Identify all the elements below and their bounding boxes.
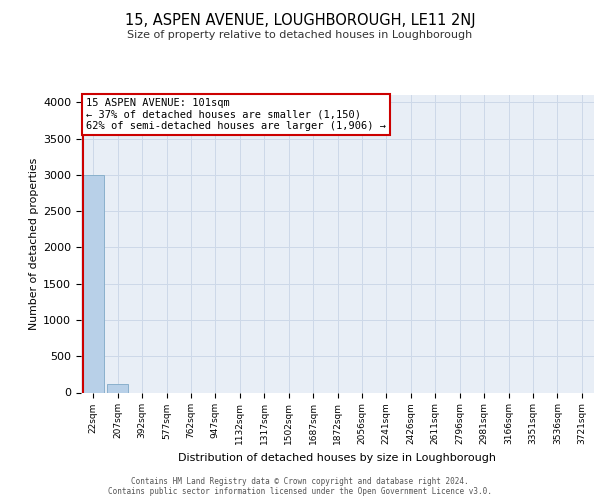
X-axis label: Distribution of detached houses by size in Loughborough: Distribution of detached houses by size … [179, 452, 497, 462]
Text: 15, ASPEN AVENUE, LOUGHBOROUGH, LE11 2NJ: 15, ASPEN AVENUE, LOUGHBOROUGH, LE11 2NJ [125, 12, 475, 28]
Y-axis label: Number of detached properties: Number of detached properties [29, 158, 39, 330]
Text: Contains HM Land Registry data © Crown copyright and database right 2024.
Contai: Contains HM Land Registry data © Crown c… [108, 476, 492, 496]
Bar [107, 384, 128, 392]
Bar [83, 175, 104, 392]
Text: 15 ASPEN AVENUE: 101sqm
← 37% of detached houses are smaller (1,150)
62% of semi: 15 ASPEN AVENUE: 101sqm ← 37% of detache… [86, 98, 386, 131]
Text: Size of property relative to detached houses in Loughborough: Size of property relative to detached ho… [127, 30, 473, 40]
